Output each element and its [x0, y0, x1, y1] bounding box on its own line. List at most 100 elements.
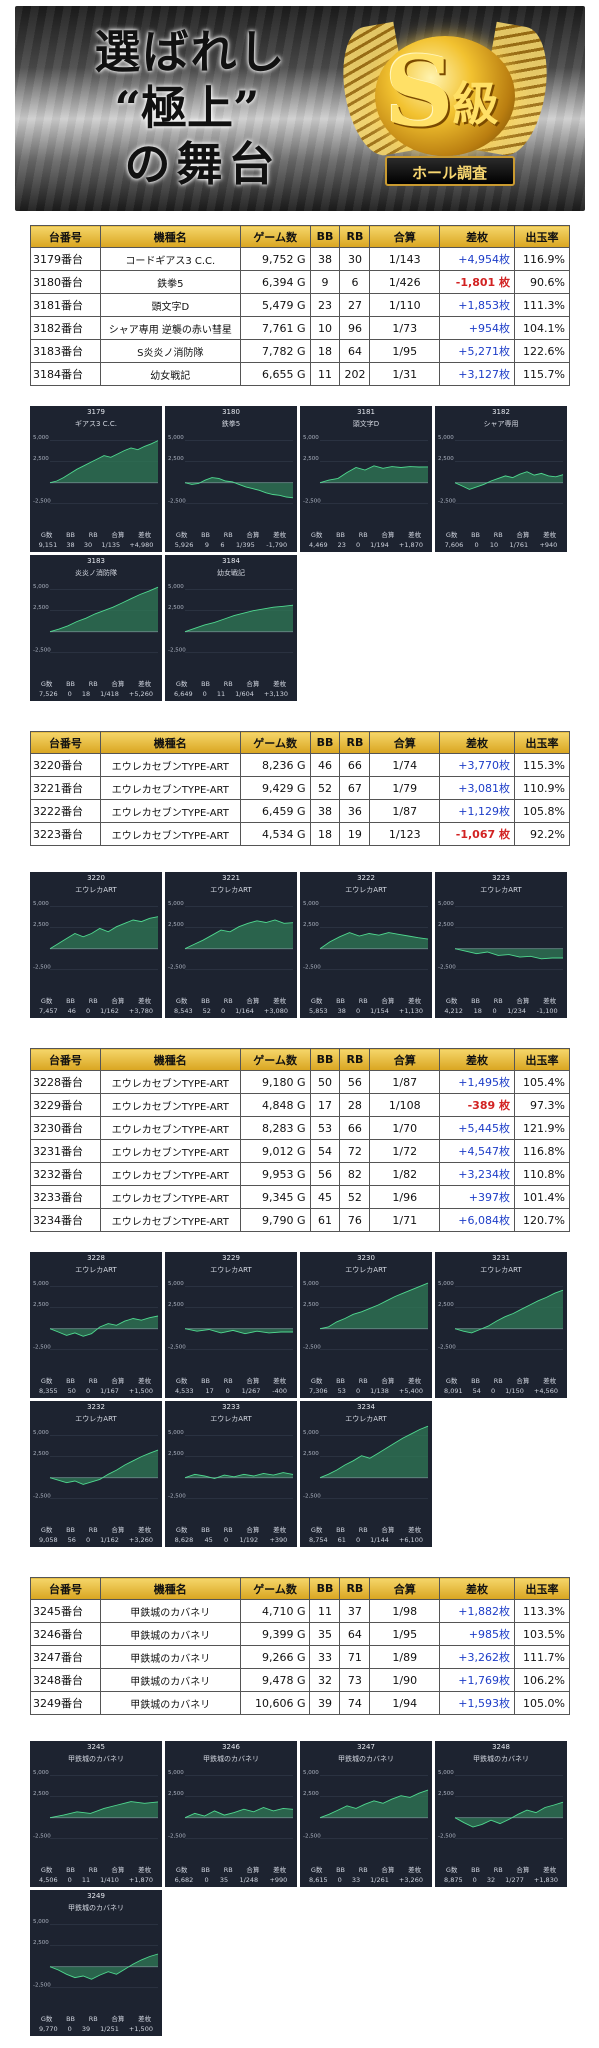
column-header: 台番号 [30, 731, 101, 754]
y-tick-label: 5,000 [303, 1770, 319, 1776]
graph-stat-label: 合算 [381, 1526, 395, 1534]
graph-stat-label: 合算 [381, 1377, 395, 1385]
slump-line [49, 586, 159, 633]
results-table: 台番号 機種名 ゲーム数 BB RB 合算 差枚 出玉率 3228番台 エウレカセブンTYPE-A… [30, 1048, 571, 1232]
slump-graph-card: 3233 エウレカART 5,000 2,500 -2,500 G数 BB RB 合算 差枚 8,6… [165, 1401, 297, 1547]
results-table: 台番号 機種名 ゲーム数 BB RB 合算 差枚 出玉率 3179番台 コードギアス3 C.C. 9… [30, 225, 570, 386]
graph-machine-number: 3179 [87, 408, 105, 416]
y-tick-label: -2,500 [438, 498, 456, 504]
graph-stat-label: 差枚 [273, 997, 287, 1005]
graph-stat-rb: 0 [355, 1007, 361, 1015]
cell-diff: +1,882枚 [439, 1599, 515, 1623]
graph-stat-label: G数 [175, 680, 188, 688]
cell-bb: 18 [309, 339, 341, 363]
graph-machine-number: 3245 [87, 1743, 105, 1751]
graph-stat-label: 合算 [111, 1526, 125, 1534]
graph-stat-gosan: 1/162 [100, 1536, 119, 1544]
cell-no: 3221番台 [30, 776, 101, 800]
slump-chart: 5,000 2,500 -2,500 [168, 1770, 294, 1839]
graph-stat-label: 差枚 [408, 1866, 422, 1874]
slump-graph-card: 3221 エウレカART 5,000 2,500 -2,500 G数 BB RB 合算 差枚 8,5… [165, 872, 297, 1018]
graph-stat-bb: 0 [474, 541, 479, 549]
graph-stat-bb: 0 [337, 1876, 342, 1884]
graph-stat-label: 差枚 [138, 997, 152, 1005]
graph-stat-label: BB [66, 1377, 76, 1385]
cell-bb: 46 [309, 753, 341, 777]
column-header: 機種名 [99, 225, 241, 248]
graph-stat-label: G数 [40, 997, 53, 1005]
cell-games: 6,459 G [239, 799, 311, 823]
slump-chart: 5,000 2,500 -2,500 [168, 435, 294, 504]
slump-graph-card: 3248 甲鉄城のカバネリ 5,000 2,500 -2,500 G数 BB RB 合算 差枚 8,… [435, 1741, 567, 1887]
graph-machine-number: 3221 [222, 874, 240, 882]
graph-machine-name: 甲鉄城のカバネリ [338, 1755, 394, 1763]
slump-area [320, 465, 428, 483]
cell-combined: 1/87 [369, 799, 441, 823]
graph-stat-rb: 0 [225, 1387, 230, 1395]
graph-stat-diff: +3,260 [398, 1876, 423, 1884]
graph-machine-number: 3184 [222, 557, 240, 565]
graph-stats-values: 8,875 0 32 1/277 +1,830 [435, 1875, 567, 1885]
cell-diff: +1,593枚 [439, 1691, 515, 1715]
graph-stat-label: RB [358, 1526, 368, 1534]
cell-bb: 39 [309, 1691, 341, 1715]
graph-stats-values: 4,506 0 11 1/410 +1,870 [30, 1875, 162, 1885]
graph-stat-rb: 32 [486, 1876, 496, 1884]
slump-line [319, 932, 429, 950]
graph-stat-g: 4,506 [39, 1876, 58, 1884]
graph-stat-rb: 10 [489, 541, 499, 549]
graph-machine-name: エウレカART [210, 1415, 252, 1423]
graph-machine-number: 3231 [492, 1254, 510, 1262]
cell-no: 3182番台 [30, 316, 101, 340]
y-tick-label: 2,500 [168, 1791, 184, 1797]
results-table: 台番号 機種名 ゲーム数 BB RB 合算 差枚 出玉率 3220番台 エウレカセブンTYPE-A… [30, 731, 571, 846]
y-tick-label: 2,500 [33, 456, 49, 462]
slump-chart: 5,000 2,500 -2,500 [303, 1425, 429, 1499]
column-header: BB [309, 1577, 341, 1600]
graph-stat-rb: 0 [224, 1536, 229, 1544]
cell-no: 3223番台 [30, 822, 101, 846]
cell-name: 甲鉄城のカバネリ [99, 1622, 241, 1646]
graph-stats-values: 4,533 17 0 1/267 -400 [165, 1386, 297, 1396]
graph-machine-name: エウレカART [345, 1415, 387, 1423]
table-row: 3232番台 エウレカセブンTYPE-ART 9,953 G 56 82 1/82 +3,2… [30, 1162, 571, 1186]
graph-stats: G数 BB RB 合算 差枚 8,355 50 0 1/167 +1,500 [30, 1376, 162, 1396]
graph-machine-number: 3232 [87, 1403, 105, 1411]
slump-chart: 5,000 2,500 -2,500 [303, 1281, 429, 1350]
cell-rb: 64 [339, 1622, 371, 1646]
graph-stat-label: RB [88, 2015, 98, 2023]
graph-stat-rb: 0 [355, 1387, 361, 1395]
y-tick-label: 5,000 [168, 901, 184, 907]
cell-rb: 36 [339, 799, 371, 823]
y-tick-label: -2,500 [168, 498, 186, 504]
column-header: 機種名 [99, 731, 241, 754]
graph-stat-label: G数 [310, 531, 323, 539]
cell-games: 9,399 G [239, 1622, 311, 1646]
y-tick-label: 2,500 [303, 1451, 319, 1457]
graph-stat-label: BB [66, 997, 76, 1005]
cell-no: 3233番台 [30, 1185, 101, 1209]
graph-stats-values: 8,754 61 0 1/144 +6,100 [300, 1535, 432, 1545]
cell-games: 9,012 G [239, 1139, 311, 1163]
graph-stat-diff: +4,560 [533, 1387, 558, 1395]
graph-stat-label: RB [358, 531, 368, 539]
graph-stat-label: BB [201, 1377, 211, 1385]
cell-name: エウレカセブンTYPE-ART [99, 1208, 241, 1232]
cell-no: 3179番台 [30, 247, 101, 271]
results-table: 台番号 機種名 ゲーム数 BB RB 合算 差枚 出玉率 3245番台 甲鉄城のカバネリ 4,710… [30, 1577, 570, 1715]
graph-stat-g: 8,091 [444, 1387, 463, 1395]
cell-diff: +3,262枚 [439, 1645, 515, 1669]
graph-stat-rb: 6 [220, 541, 225, 549]
cell-rate: 116.9% [514, 247, 570, 271]
column-header: 機種名 [99, 1048, 241, 1071]
column-header: BB [309, 731, 341, 754]
y-tick-label: 5,000 [438, 901, 454, 907]
table-row: 3248番台 甲鉄城のカバネリ 9,478 G 32 73 1/90 +1,769枚 106.… [30, 1668, 570, 1692]
cell-rb: 28 [339, 1093, 371, 1117]
s-rank-badge: S 級 ホール調査 [333, 16, 556, 196]
slump-graph-grid: 3220 エウレカART 5,000 2,500 -2,500 G数 BB RB 合算 差枚 7,4… [30, 872, 570, 1018]
cell-rate: 110.8% [513, 1162, 571, 1186]
graph-stat-rb: 18 [81, 690, 91, 698]
graph-machine-name: 甲鉄城のカバネリ [203, 1755, 259, 1763]
graph-stat-label: RB [493, 997, 503, 1005]
